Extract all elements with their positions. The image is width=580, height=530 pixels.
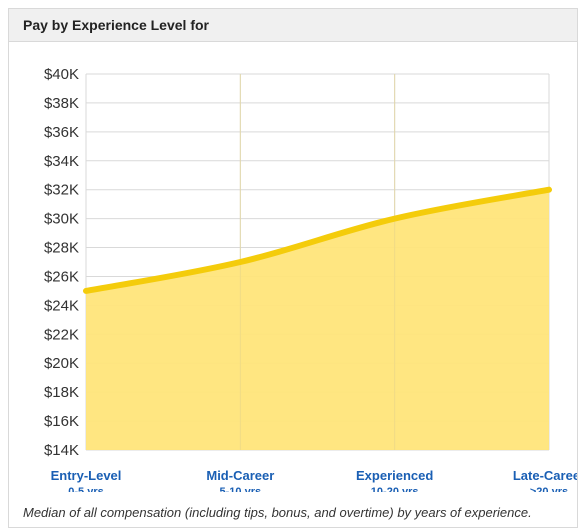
y-tick-label: $26K [44, 268, 79, 285]
y-tick-label: $38K [44, 95, 79, 112]
chart-area: $40K $38K $36K $34K $32K $30K $28K $26K $24K $22K… [9, 42, 580, 498]
y-tick-label: $28K [44, 240, 79, 257]
chart-card: Pay by Experience Level for $40K $38K $36K… [8, 8, 580, 528]
y-tick-label: $24K [44, 297, 79, 314]
x-category-sublabel: 5-10 yrs [220, 486, 262, 492]
x-category-label: Mid-Career [206, 468, 274, 483]
y-tick-label: $34K [44, 153, 79, 170]
x-category-label: Late-Career [513, 468, 577, 483]
y-tick-label: $30K [44, 211, 79, 228]
x-category-sublabel: 10-20 yrs [371, 486, 419, 492]
chart-title: Pay by Experience Level for [23, 17, 209, 33]
series-line [83, 186, 552, 294]
y-tick-label: $20K [44, 355, 79, 372]
y-tick-label: $18K [44, 384, 79, 401]
card-header: Pay by Experience Level for [9, 9, 577, 42]
series-area [86, 189, 549, 450]
y-tick-label: $40K [44, 66, 79, 83]
y-tick-label: $14K [44, 442, 79, 459]
x-category-label: Entry-Level [51, 468, 122, 483]
y-tick-label: $16K [44, 413, 79, 430]
y-tick-label: $22K [44, 326, 79, 343]
x-category-sublabel: >20 yrs [530, 486, 568, 492]
x-category-label: Experienced [356, 468, 433, 483]
chart-caption: Median of all compensation (including ti… [23, 505, 532, 520]
y-tick-label: $36K [44, 124, 79, 141]
y-tick-label: $32K [44, 182, 79, 199]
pay-by-experience-chart: $40K $38K $36K $34K $32K $30K $28K $26K $24K $22K… [44, 66, 580, 498]
x-category-sublabel: 0-5 yrs [68, 486, 103, 492]
